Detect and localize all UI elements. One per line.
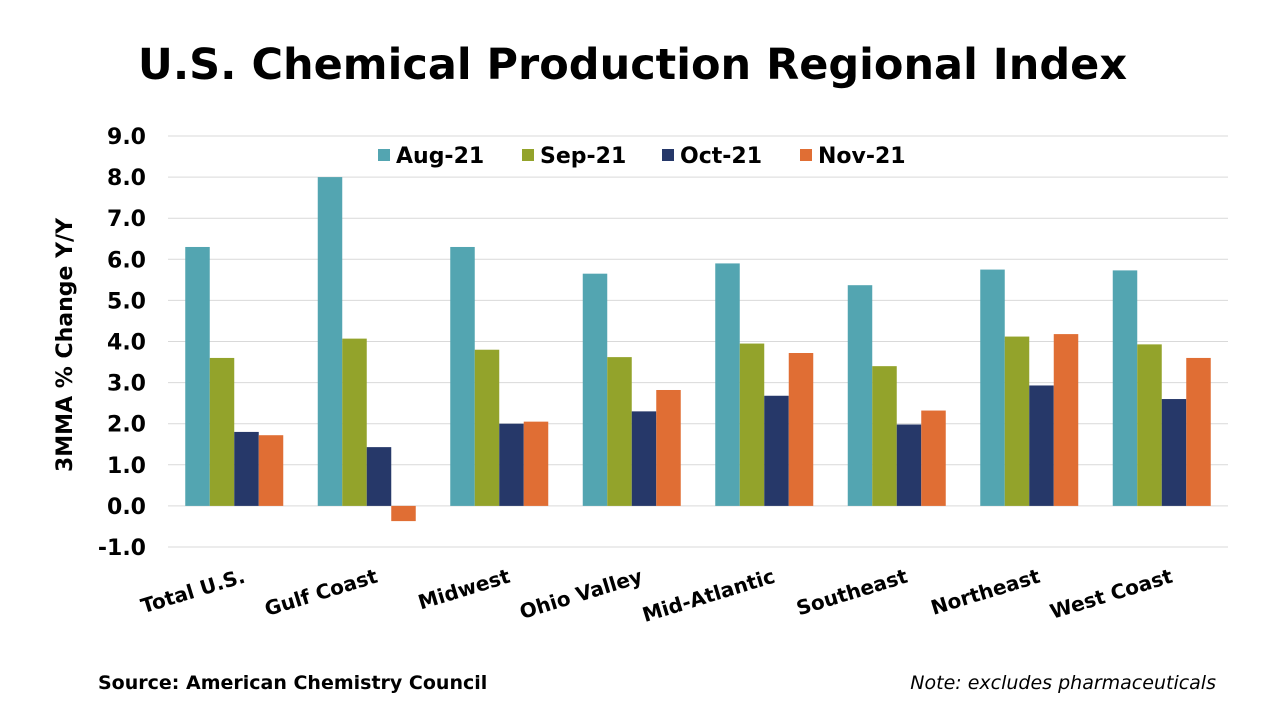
- y-tick-label: 6.0: [107, 248, 146, 273]
- bar-oct-21-gulf-coast: [366, 447, 392, 506]
- legend-swatch: [800, 149, 812, 161]
- y-tick-label: 4.0: [107, 331, 146, 356]
- x-axis-ticks: Total U.S. Gulf Coast Midwest Ohio ValleyMi…: [138, 564, 1176, 627]
- bar-oct-21-midwest: [499, 423, 524, 506]
- y-axis-label: 3MMA % Change Y/Y: [53, 217, 78, 472]
- bar-sep-21-midwest: [474, 349, 500, 506]
- bar-aug-21-midwest: [450, 246, 475, 506]
- bar-sep-21-southeast: [872, 366, 897, 506]
- bar-aug-21-northeast: [980, 269, 1005, 506]
- bar-oct-21-ohio-valley: [631, 411, 657, 506]
- bar-nov-21-west-coast: [1186, 357, 1211, 506]
- bar-oct-21-total-u-s-: [234, 431, 259, 506]
- y-tick-label: 3.0: [107, 372, 146, 397]
- y-tick-label: 2.0: [107, 413, 146, 438]
- bar-oct-21-northeast: [1029, 385, 1054, 506]
- bar-nov-21-mid-atlantic: [788, 353, 814, 506]
- bar-nov-21-northeast: [1053, 334, 1079, 506]
- x-tick-label: Ohio Valley: [517, 564, 645, 624]
- legend-label: Nov-21: [818, 144, 906, 169]
- bar-oct-21-southeast: [896, 424, 922, 506]
- bar-sep-21-mid-atlantic: [739, 343, 765, 506]
- legend: Aug-21 Sep-21 Oct-21 Nov-21: [378, 144, 906, 169]
- legend-swatch: [378, 149, 390, 161]
- bar-nov-21-total-u-s-: [258, 435, 284, 506]
- y-tick-label: 0.0: [107, 495, 146, 520]
- footnote: Note: excludes pharmaceuticals: [910, 672, 1216, 694]
- bar-oct-21-west-coast: [1161, 399, 1187, 506]
- y-tick-label: 7.0: [107, 207, 146, 232]
- y-tick-label: 9.0: [107, 125, 146, 150]
- legend-swatch: [522, 149, 534, 161]
- x-tick-label: Mid-Atlantic: [639, 564, 777, 627]
- bar-aug-21-ohio-valley: [582, 273, 608, 506]
- bar-aug-21-west-coast: [1112, 270, 1138, 506]
- chart-title: U.S. Chemical Production Regional Index: [137, 40, 1128, 90]
- x-tick-label: Midwest: [415, 564, 513, 615]
- bar-aug-21-mid-atlantic: [715, 263, 740, 506]
- x-tick-label: Total U.S.: [138, 564, 248, 618]
- bar-oct-21-mid-atlantic: [764, 395, 789, 506]
- legend-label: Sep-21: [540, 144, 626, 169]
- bar-nov-21-midwest: [523, 421, 549, 506]
- x-tick-label: Southeast: [793, 564, 910, 621]
- bar-sep-21-gulf-coast: [342, 338, 367, 506]
- y-tick-label: -1.0: [98, 536, 146, 561]
- y-tick-label: 5.0: [107, 289, 146, 314]
- bar-nov-21-southeast: [921, 410, 946, 506]
- bar-sep-21-northeast: [1004, 336, 1030, 506]
- bar-aug-21-gulf-coast: [317, 177, 343, 506]
- bar-sep-21-ohio-valley: [607, 357, 632, 506]
- source-note: Source: American Chemistry Council: [98, 672, 488, 694]
- bar-aug-21-total-u-s-: [185, 246, 210, 506]
- bar-nov-21-gulf-coast: [391, 505, 416, 522]
- bar-aug-21-southeast: [847, 285, 873, 506]
- bar-sep-21-total-u-s-: [209, 357, 235, 506]
- y-axis-ticks: 9.0 8.0 7.0 6.0 5.0 4.0 3.0 2.0 1.0 0.0 -1.0: [98, 125, 146, 561]
- bar-sep-21-west-coast: [1137, 344, 1162, 506]
- x-tick-label: West Coast: [1047, 564, 1176, 624]
- x-tick-label: Gulf Coast: [262, 564, 381, 621]
- legend-swatch: [662, 149, 674, 161]
- bar-nov-21-ohio-valley: [656, 389, 681, 506]
- legend-label: Oct-21: [680, 144, 762, 169]
- y-tick-label: 1.0: [107, 454, 146, 479]
- bars: [185, 177, 1211, 522]
- y-tick-label: 8.0: [107, 166, 146, 191]
- x-tick-label: Northeast: [928, 564, 1043, 620]
- legend-label: Aug-21: [396, 144, 484, 169]
